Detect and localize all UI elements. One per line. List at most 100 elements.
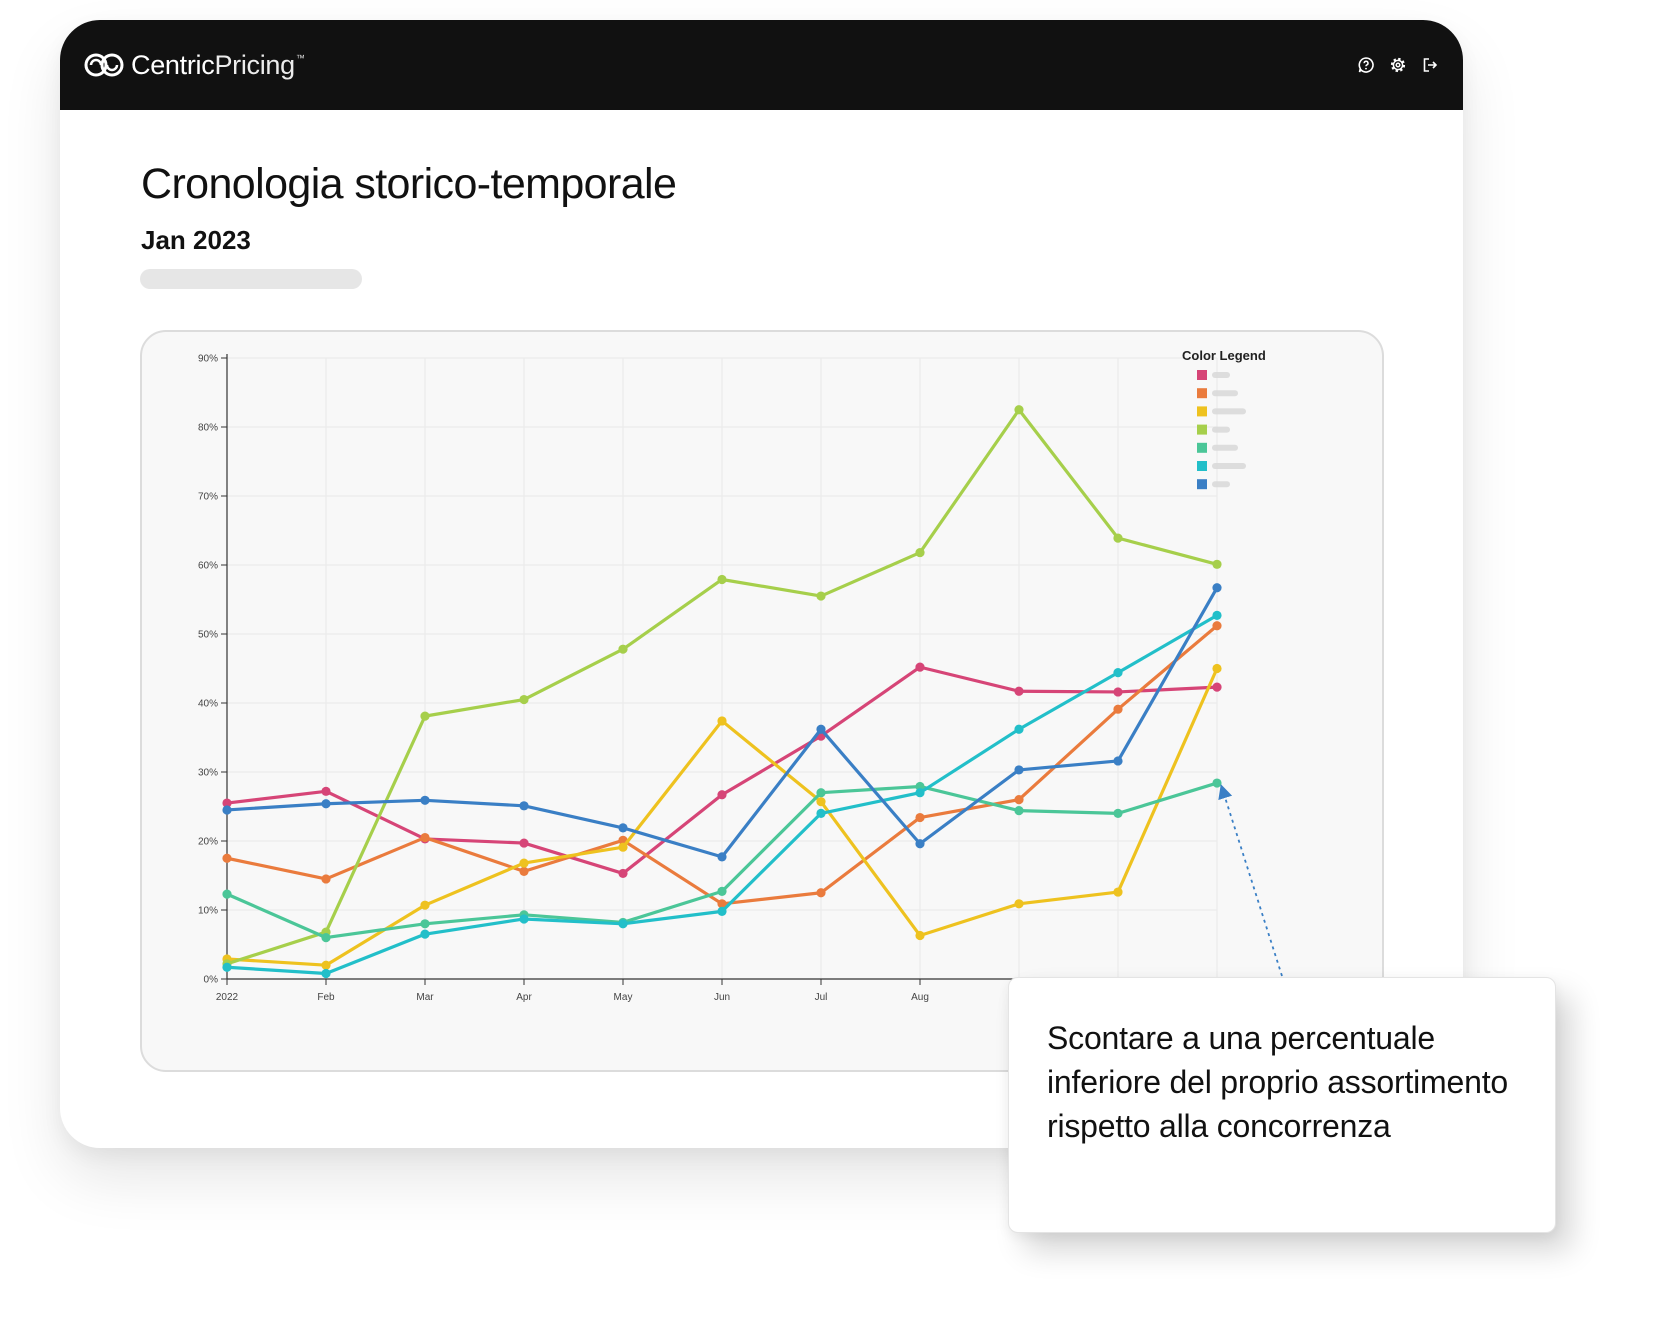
data-point	[222, 805, 232, 815]
data-point	[1212, 583, 1222, 593]
data-point	[1014, 795, 1024, 805]
data-point	[519, 801, 529, 811]
data-point	[1113, 668, 1123, 678]
series-5	[222, 778, 1222, 943]
series-7	[222, 583, 1222, 862]
chart-card: 0% 10% 20% 30% 40% 50% 60% 70% 80% 90% 2022 Feb Mar A…	[140, 330, 1384, 1072]
data-point	[519, 694, 529, 705]
legend-swatch	[1197, 479, 1207, 490]
top-bar: CentricPricing™	[60, 20, 1463, 110]
series-1	[222, 662, 1222, 879]
y-tick-label: 50%	[198, 630, 218, 641]
data-point	[915, 662, 925, 672]
data-point	[1113, 687, 1123, 697]
data-point	[519, 858, 529, 868]
data-point	[717, 899, 727, 909]
data-point	[816, 808, 826, 818]
data-point	[519, 866, 529, 876]
data-point	[1014, 686, 1024, 696]
data-point	[1014, 899, 1024, 909]
data-point	[222, 798, 232, 808]
data-point	[915, 930, 925, 941]
data-point	[816, 888, 826, 898]
data-point	[321, 786, 331, 796]
data-point	[321, 968, 331, 979]
y-tick-label: 80%	[198, 423, 218, 434]
data-point	[717, 790, 727, 800]
data-point	[717, 716, 727, 726]
legend-swatch	[1197, 388, 1207, 399]
data-point	[717, 906, 727, 916]
data-point	[1014, 405, 1024, 415]
data-point	[1014, 765, 1024, 775]
legend-title: Color Legend	[1182, 348, 1266, 363]
data-point	[717, 574, 727, 585]
data-point	[618, 842, 628, 852]
callout-text: Scontare a una percentuale inferiore del…	[1047, 1020, 1508, 1144]
data-point	[816, 788, 826, 798]
series-6	[222, 610, 1222, 979]
y-tick-label: 20%	[198, 837, 218, 848]
logout-icon[interactable]	[1421, 56, 1439, 74]
data-point	[321, 933, 331, 943]
brand-name: CentricPricing™	[131, 50, 305, 81]
chart-grid	[227, 357, 1218, 979]
data-point	[321, 874, 331, 884]
data-point	[519, 838, 529, 848]
chart-legend: Color Legend	[1182, 348, 1266, 490]
legend-label-blurred	[1212, 390, 1238, 397]
x-tick-label: Feb	[317, 992, 335, 1003]
data-point	[816, 724, 826, 734]
data-point	[1212, 663, 1222, 674]
data-point	[618, 868, 628, 879]
data-point	[618, 919, 628, 929]
data-point	[321, 960, 331, 970]
legend-label-blurred	[1212, 444, 1238, 451]
x-tick-label: Aug	[911, 992, 929, 1003]
data-point	[420, 929, 430, 939]
data-point	[915, 788, 925, 798]
callout-box: Scontare a una percentuale inferiore del…	[1008, 977, 1556, 1233]
data-point	[1113, 756, 1123, 766]
series-3	[222, 663, 1222, 970]
data-point	[618, 644, 628, 654]
y-tick-label: 70%	[198, 492, 218, 503]
page-title: Cronologia storico-temporale	[141, 160, 677, 208]
legend-label-blurred	[1212, 463, 1246, 469]
data-point	[816, 591, 826, 601]
line-chart: 0% 10% 20% 30% 40% 50% 60% 70% 80% 90% 2022 Feb Mar A…	[198, 348, 1266, 1003]
data-point	[420, 795, 430, 805]
data-point	[222, 889, 232, 899]
chart-series	[222, 405, 1222, 979]
help-icon[interactable]	[1357, 56, 1375, 74]
data-point	[420, 919, 430, 929]
gear-icon[interactable]	[1389, 56, 1407, 74]
series-2	[222, 621, 1222, 909]
legend-label-blurred	[1212, 481, 1230, 488]
data-point	[816, 797, 826, 807]
data-point	[1113, 887, 1123, 897]
legend-swatch	[1197, 424, 1207, 435]
page-subtitle: Jan 2023	[141, 225, 251, 255]
x-tick-label: May	[614, 992, 633, 1003]
x-tick-label: 2022	[216, 992, 239, 1003]
data-point	[1014, 806, 1024, 816]
y-tick-label: 10%	[198, 906, 218, 917]
data-point	[420, 900, 430, 910]
data-point	[1212, 559, 1222, 569]
legend-swatch	[1197, 406, 1207, 417]
x-tick-label: Jun	[714, 992, 730, 1003]
y-tick-label: 30%	[198, 768, 218, 779]
legend-swatch	[1197, 461, 1207, 471]
data-point	[420, 832, 430, 843]
data-point	[1212, 621, 1222, 631]
data-point	[1113, 704, 1123, 714]
data-point	[915, 812, 925, 823]
brand-logo[interactable]: CentricPricing™	[83, 50, 305, 81]
data-point	[1113, 533, 1123, 543]
x-tick-label: Jul	[815, 992, 828, 1003]
data-point	[1212, 778, 1222, 788]
data-point	[1212, 610, 1222, 620]
legend-swatch	[1197, 370, 1207, 380]
data-point	[519, 914, 529, 924]
